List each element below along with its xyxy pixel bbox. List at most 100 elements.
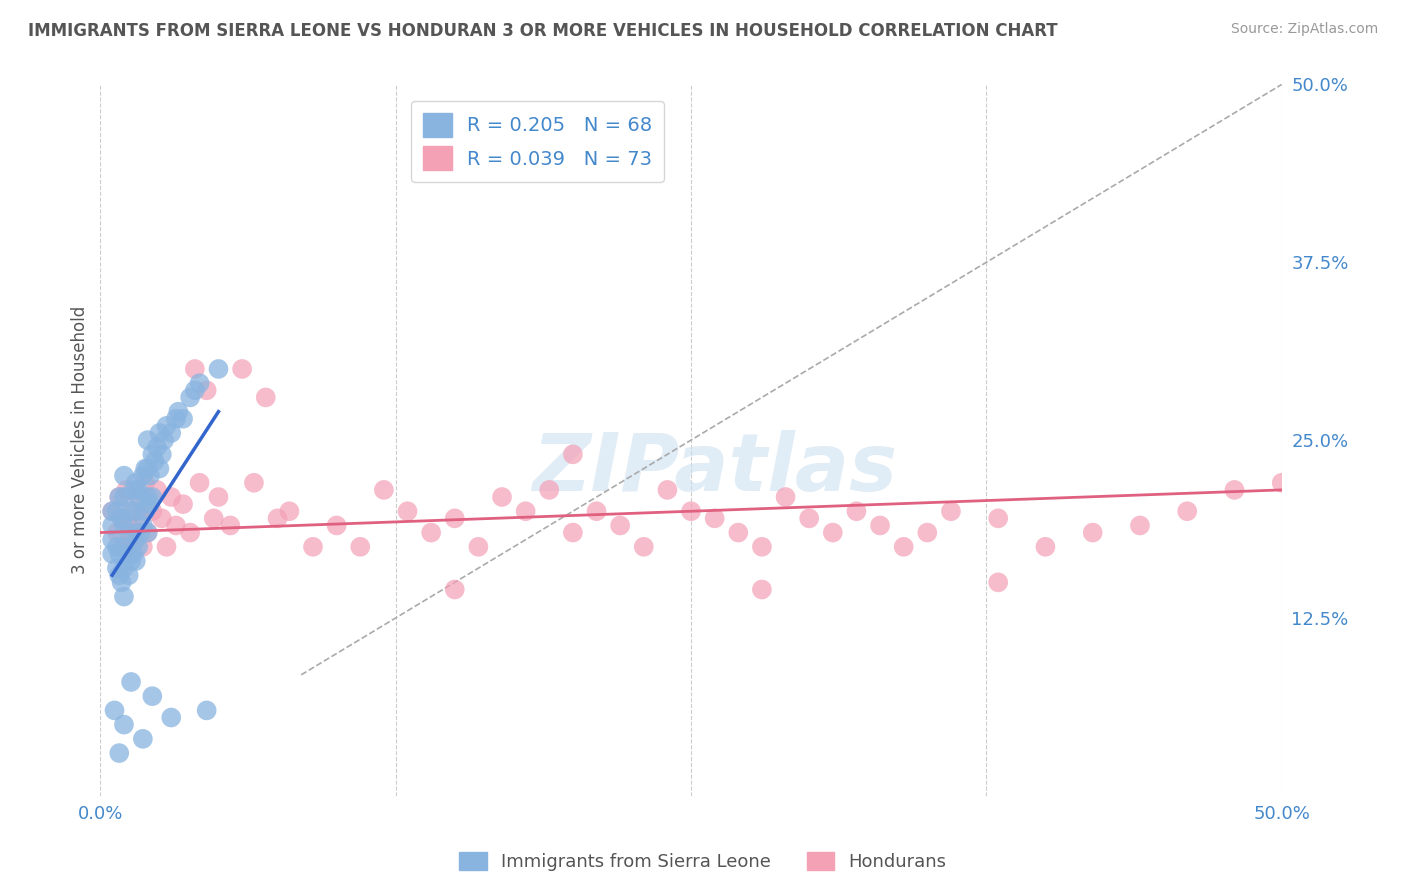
Point bbox=[679, 504, 702, 518]
Point bbox=[893, 540, 915, 554]
Point bbox=[799, 511, 821, 525]
Point bbox=[160, 425, 183, 440]
Point bbox=[122, 483, 145, 497]
Point bbox=[105, 525, 128, 540]
Point bbox=[278, 504, 301, 518]
Point bbox=[775, 490, 797, 504]
Point bbox=[108, 490, 131, 504]
Point bbox=[443, 582, 465, 597]
Point bbox=[167, 404, 190, 418]
Point bbox=[120, 504, 142, 518]
Point bbox=[136, 490, 159, 504]
Point bbox=[751, 540, 773, 554]
Point bbox=[112, 490, 135, 504]
Point bbox=[160, 490, 183, 504]
Point bbox=[195, 703, 218, 717]
Point bbox=[122, 547, 145, 561]
Point bbox=[132, 540, 155, 554]
Point bbox=[165, 411, 187, 425]
Point bbox=[112, 561, 135, 575]
Point bbox=[266, 511, 288, 525]
Point bbox=[845, 504, 868, 518]
Point bbox=[184, 362, 207, 376]
Point bbox=[105, 561, 128, 575]
Point bbox=[609, 518, 631, 533]
Point bbox=[112, 590, 135, 604]
Point bbox=[127, 483, 149, 497]
Legend: R = 0.205   N = 68, R = 0.039   N = 73: R = 0.205 N = 68, R = 0.039 N = 73 bbox=[411, 102, 664, 182]
Point bbox=[231, 362, 253, 376]
Point bbox=[127, 490, 149, 504]
Point bbox=[120, 554, 142, 568]
Point bbox=[325, 518, 347, 533]
Point bbox=[155, 418, 177, 433]
Point bbox=[136, 433, 159, 447]
Point bbox=[110, 511, 132, 525]
Point bbox=[538, 483, 561, 497]
Point bbox=[491, 490, 513, 504]
Point bbox=[155, 540, 177, 554]
Point bbox=[373, 483, 395, 497]
Point bbox=[443, 511, 465, 525]
Point bbox=[727, 525, 749, 540]
Point bbox=[118, 568, 141, 582]
Point bbox=[105, 540, 128, 554]
Point bbox=[132, 468, 155, 483]
Point bbox=[112, 468, 135, 483]
Point bbox=[1129, 518, 1152, 533]
Point bbox=[243, 475, 266, 490]
Point bbox=[821, 525, 844, 540]
Point bbox=[125, 504, 148, 518]
Point bbox=[101, 504, 124, 518]
Point bbox=[302, 540, 325, 554]
Point bbox=[1223, 483, 1246, 497]
Point bbox=[129, 511, 152, 525]
Point bbox=[103, 703, 125, 717]
Point bbox=[118, 518, 141, 533]
Point bbox=[108, 568, 131, 582]
Y-axis label: 3 or more Vehicles in Household: 3 or more Vehicles in Household bbox=[72, 306, 89, 574]
Point bbox=[110, 511, 132, 525]
Point bbox=[136, 525, 159, 540]
Point bbox=[101, 504, 124, 518]
Point bbox=[136, 525, 159, 540]
Point bbox=[125, 533, 148, 547]
Point bbox=[751, 582, 773, 597]
Point bbox=[139, 468, 162, 483]
Point bbox=[141, 447, 163, 461]
Point bbox=[396, 504, 419, 518]
Point bbox=[1175, 504, 1198, 518]
Text: IMMIGRANTS FROM SIERRA LEONE VS HONDURAN 3 OR MORE VEHICLES IN HOUSEHOLD CORRELA: IMMIGRANTS FROM SIERRA LEONE VS HONDURAN… bbox=[28, 22, 1057, 40]
Point bbox=[146, 440, 169, 454]
Text: Source: ZipAtlas.com: Source: ZipAtlas.com bbox=[1230, 22, 1378, 37]
Point bbox=[110, 575, 132, 590]
Point bbox=[112, 540, 135, 554]
Point bbox=[153, 433, 176, 447]
Point bbox=[127, 540, 149, 554]
Point bbox=[1081, 525, 1104, 540]
Point bbox=[112, 717, 135, 731]
Point bbox=[160, 710, 183, 724]
Point bbox=[101, 533, 124, 547]
Point bbox=[139, 497, 162, 511]
Point bbox=[987, 575, 1010, 590]
Point bbox=[869, 518, 891, 533]
Point bbox=[179, 391, 201, 405]
Point bbox=[219, 518, 242, 533]
Point bbox=[141, 490, 163, 504]
Point bbox=[917, 525, 939, 540]
Point bbox=[122, 504, 145, 518]
Point bbox=[939, 504, 962, 518]
Point bbox=[703, 511, 725, 525]
Legend: Immigrants from Sierra Leone, Hondurans: Immigrants from Sierra Leone, Hondurans bbox=[453, 845, 953, 879]
Point bbox=[987, 511, 1010, 525]
Point bbox=[633, 540, 655, 554]
Point bbox=[125, 554, 148, 568]
Point bbox=[585, 504, 607, 518]
Point bbox=[1271, 475, 1294, 490]
Point bbox=[136, 461, 159, 475]
Point bbox=[132, 731, 155, 746]
Point bbox=[1035, 540, 1057, 554]
Point bbox=[349, 540, 371, 554]
Point bbox=[188, 376, 211, 391]
